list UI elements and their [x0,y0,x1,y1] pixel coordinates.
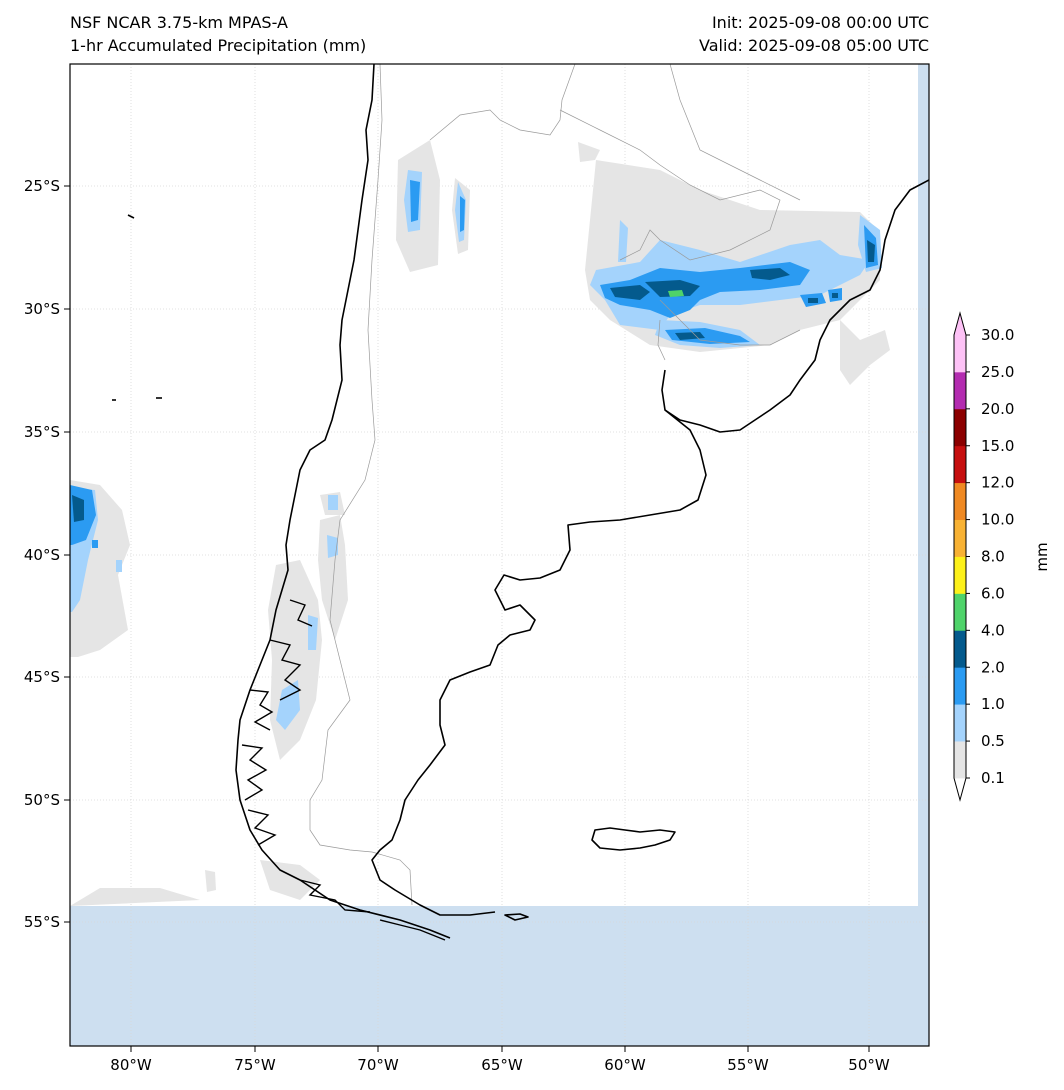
colorbar-level-label: 4.0 [981,621,1005,639]
colorbar-segments [954,313,966,800]
colorbar-level-label: 15.0 [981,437,1014,455]
colorbar-segment [954,667,966,705]
colorbar-level-label: 30.0 [981,326,1014,344]
precip-2p0 [72,240,875,522]
colorbar-level-label: 0.1 [981,769,1005,787]
model-title: NSF NCAR 3.75-km MPAS-A [70,13,288,32]
colorbar-labels: 0.1 0.5 1.0 2.0 4.0 6.0 8.0 10.0 12.0 15.0 20.0 25.… [966,326,1014,787]
lon-label: 55°W [727,1056,769,1074]
lat-label: 50°S [24,791,60,809]
colorbar-segment [954,335,966,373]
gridlines [70,64,929,1046]
colorbar-segment [954,445,966,484]
colorbar-level-label: 0.5 [981,732,1005,750]
colorbar-level-label: 12.0 [981,474,1014,492]
lat-label: 45°S [24,668,60,686]
title-left: NSF NCAR 3.75-km MPAS-A 1-hr Accumulated… [70,11,366,57]
lon-label: 60°W [604,1056,646,1074]
colorbar-level-label: 1.0 [981,695,1005,713]
colorbar-segment [954,704,966,742]
colorbar-segment [954,482,966,520]
lat-label: 40°S [24,546,60,564]
lon-label: 75°W [234,1056,276,1074]
colorbar-level-label: 6.0 [981,584,1005,602]
colorbar-unit-label: mm [1033,542,1051,571]
colorbar-segment [954,371,966,410]
lat-label: 35°S [24,423,60,441]
colorbar-under-extend [954,778,966,800]
archipelago [241,599,446,941]
lat-axis: 25°S 30°S 35°S 40°S 45°S 50°S 55°S [24,177,70,931]
lon-label: 80°W [110,1056,152,1074]
country-borders [309,64,801,906]
colorbar: 0.1 0.5 1.0 2.0 4.0 6.0 8.0 10.0 12.0 15.0 20.0 25.… [953,311,1051,802]
colorbar-level-label: 2.0 [981,658,1005,676]
colorbar-segment [954,519,966,557]
lon-label: 70°W [357,1056,399,1074]
colorbar-segment [954,408,966,447]
colorbar-level-label: 25.0 [981,363,1014,381]
colorbar-segment [954,741,966,779]
lon-label: 65°W [481,1056,523,1074]
colorbar-segment [954,593,966,631]
lat-label: 55°S [24,913,60,931]
nodata-south-band [70,906,929,1046]
init-time: Init: 2025-09-08 00:00 UTC [711,13,929,32]
lon-axis: 80°W 75°W 70°W 65°W 60°W 55°W 50°W [110,1046,890,1074]
colorbar-over-extend [954,313,966,335]
precip-4p0 [668,290,684,297]
colorbar-segment [954,556,966,594]
colorbar-level-label: 20.0 [981,400,1014,418]
colorbar-level-label: 8.0 [981,548,1005,566]
lon-label: 50°W [848,1056,890,1074]
nodata-east-band [918,64,929,906]
map-area [70,64,929,1046]
colorbar-outline [953,311,967,802]
title-right: Init: 2025-09-08 00:00 UTC Valid: 2025-0… [699,11,929,57]
lat-label: 30°S [24,300,60,318]
valid-time: Valid: 2025-09-08 05:00 UTC [698,36,929,55]
colorbar-level-label: 10.0 [981,511,1014,529]
product-title: 1-hr Accumulated Precipitation (mm) [70,36,367,55]
coastlines [112,64,929,939]
lat-label: 25°S [24,177,60,195]
colorbar-segment [954,630,966,668]
